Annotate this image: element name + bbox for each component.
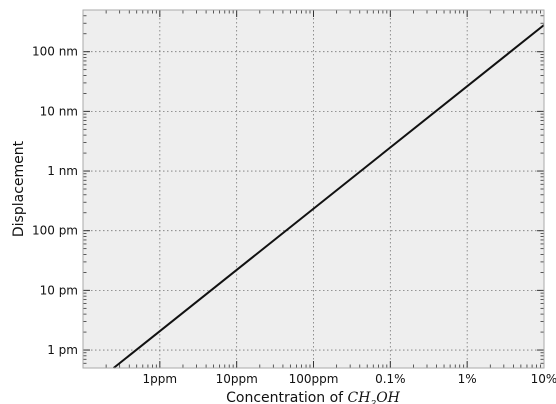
x-axis-label-formula-base1: CH [348, 390, 372, 404]
y-tick-label: 100 pm [32, 224, 78, 238]
y-tick-labels: 1 pm 10 pm 100 pm 1 nm 10 nm 100 nm [32, 45, 78, 357]
major-ticks [83, 10, 545, 368]
x-axis-label: Concentration of CH3OH [226, 390, 401, 404]
x-axis-label-formula-base2: OH [376, 390, 400, 404]
series-line [112, 24, 545, 369]
x-tick-label: 1% [458, 372, 477, 386]
series-layer [112, 24, 545, 369]
y-axis-label: Displacement [11, 140, 27, 237]
y-tick-label: 10 pm [40, 283, 78, 297]
x-tick-labels: 1ppm 10ppm 100ppm 0.1% 1% 10% [143, 372, 556, 386]
x-tick-label: 0.1% [375, 372, 406, 386]
y-tick-label: 10 nm [40, 104, 78, 118]
plot-background [83, 10, 544, 368]
x-axis-label-prefix: Concentration of [226, 390, 347, 404]
x-tick-label: 100ppm [289, 372, 339, 386]
x-tick-label: 10% [531, 372, 556, 386]
x-tick-label: 1ppm [143, 372, 178, 386]
x-tick-label: 10ppm [216, 372, 258, 386]
y-tick-label: 1 nm [47, 164, 78, 178]
y-tick-label: 100 nm [32, 45, 78, 59]
grid [83, 10, 545, 368]
y-tick-label: 1 pm [47, 343, 78, 357]
plot-frame [82, 9, 545, 369]
x-axis-label-formula-sub: 3 [370, 400, 376, 404]
minor-ticks [83, 9, 544, 369]
